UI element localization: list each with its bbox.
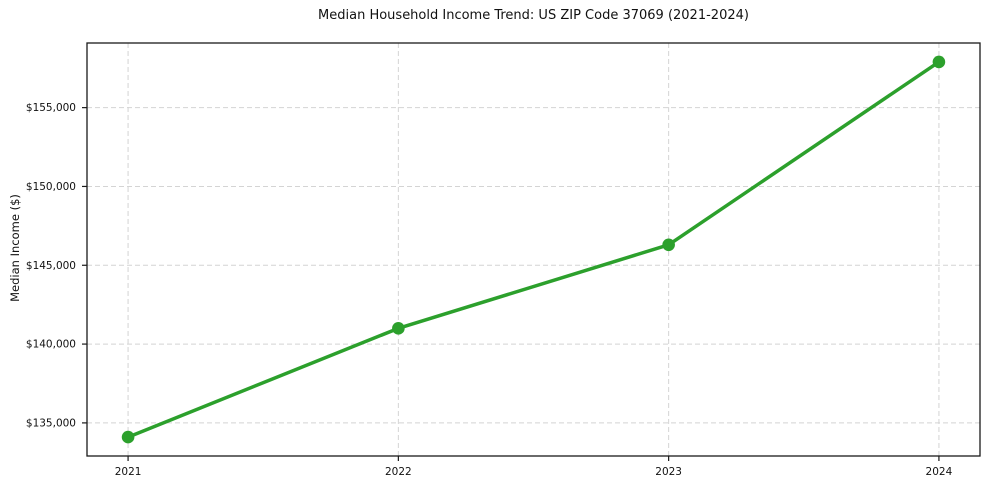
data-point-marker (932, 55, 946, 69)
x-tick-label: 2022 (385, 466, 412, 478)
y-tick-label: $150,000 (26, 181, 76, 193)
data-point-marker (662, 238, 675, 252)
x-tick-label: 2021 (115, 466, 142, 478)
y-tick-label: $145,000 (26, 260, 76, 272)
plot-border (86, 42, 981, 457)
trend-line (126, 60, 941, 439)
y-tick-label: $135,000 (26, 417, 76, 429)
data-point-marker (121, 430, 135, 444)
y-tick-label: $140,000 (26, 339, 76, 351)
chart-title: Median Household Income Trend: US ZIP Co… (318, 8, 749, 23)
y-tick-label: $155,000 (26, 102, 76, 114)
data-point-marker (392, 322, 405, 335)
x-tick-label: 2024 (926, 466, 953, 478)
x-tick-label: 2023 (655, 466, 682, 478)
